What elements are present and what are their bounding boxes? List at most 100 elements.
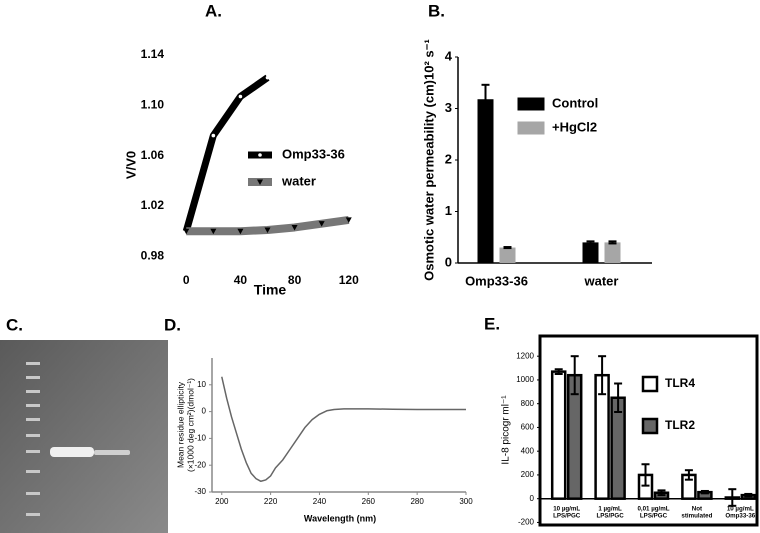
data-line — [182, 74, 270, 233]
x-tick-label: Omp33-36 — [725, 513, 755, 520]
error-bar — [684, 469, 693, 481]
x-tick-label: LPS/PGC — [597, 513, 625, 520]
y-tick-label: 0 — [202, 407, 207, 416]
x-tick-label: LPS/PGC — [553, 513, 581, 520]
y-tick-label: -30 — [194, 487, 206, 496]
y-tick-label: 0 — [530, 494, 535, 503]
x-axis-label: Time — [254, 282, 287, 298]
plot-frame — [538, 334, 759, 527]
marker — [238, 94, 243, 99]
panel-label: B. — [428, 1, 445, 20]
x-tick-label: Not — [692, 506, 702, 513]
y-axis-label: Mean residue ellipticity — [175, 381, 185, 468]
legend-label: +HgCl2 — [552, 119, 597, 134]
protein-band — [94, 450, 130, 455]
error-bar — [728, 488, 737, 507]
marker — [345, 217, 352, 223]
error-bar — [598, 355, 607, 396]
y-tick-label: 0.98 — [141, 249, 165, 263]
ladder — [26, 362, 40, 516]
marker — [211, 133, 216, 138]
legend-label: Control — [552, 95, 598, 110]
marker — [210, 228, 217, 235]
x-tick-label: 10 µg/mL — [727, 506, 754, 513]
panel-label: A. — [205, 1, 222, 20]
marker — [264, 227, 271, 233]
x-tick-label: 0,01 µg/mL — [637, 506, 669, 513]
bar — [582, 242, 599, 263]
legend-marker — [258, 153, 262, 157]
y-tick-label: 1 — [445, 203, 452, 218]
x-tick-label: 280 — [410, 497, 424, 506]
y-tick-label: -20 — [194, 460, 206, 469]
marker — [183, 228, 190, 235]
error-bar — [570, 355, 579, 396]
legend-label: Omp33-36 — [282, 146, 345, 161]
bar — [499, 247, 516, 263]
legend-swatch — [517, 121, 545, 135]
error-bar — [700, 489, 709, 495]
error-bar — [657, 489, 666, 497]
y-tick-label: 800 — [521, 399, 535, 408]
x-tick-label: 300 — [459, 497, 473, 506]
y-tick-label: -10 — [194, 434, 206, 443]
panel-label: D. — [164, 315, 181, 334]
marker — [318, 221, 325, 227]
y-axis-label: Osmotic water permeability (cm)10² s⁻¹ — [421, 39, 436, 281]
marker — [265, 75, 270, 80]
x-tick-label: 260 — [362, 497, 376, 506]
y-tick-label: 200 — [521, 470, 535, 479]
legend-swatch — [517, 97, 545, 111]
x-tick-label: 0 — [183, 273, 190, 287]
error-bar — [481, 83, 490, 115]
x-axis-label: Wavelength (nm) — [304, 513, 376, 523]
marker — [291, 224, 298, 231]
x-tick-label: 10 µg/mL — [553, 506, 580, 513]
y-tick-label: 1200 — [516, 351, 534, 360]
panel-label: E. — [484, 314, 500, 333]
x-tick-label: 80 — [288, 273, 302, 287]
y-axis-label: (×1000 deg cm²)(dmol⁻¹) — [185, 378, 195, 472]
legend-marker — [257, 179, 263, 185]
error-bar — [554, 368, 563, 375]
legend-label: TLR4 — [665, 376, 695, 390]
legend-swatch — [641, 417, 659, 435]
x-tick-label: 200 — [215, 497, 229, 506]
error-bar — [744, 492, 753, 498]
marker — [237, 228, 244, 235]
legend-label: TLR2 — [665, 418, 695, 432]
gel-panel: C. — [0, 315, 168, 533]
y-tick-label: 2 — [445, 151, 452, 166]
y-tick-label: 600 — [521, 423, 535, 432]
x-tick-label: 220 — [264, 497, 278, 506]
error-bar — [641, 463, 650, 487]
panel-label: C. — [6, 315, 23, 334]
protein-band — [50, 447, 94, 457]
x-tick-label: Omp33-36 — [465, 273, 528, 288]
y-tick-label: 1.14 — [141, 47, 165, 61]
bar — [604, 242, 621, 263]
y-tick-label: 0 — [445, 254, 452, 269]
error-bar — [608, 240, 617, 245]
bar — [477, 99, 494, 263]
x-tick-label: water — [584, 273, 619, 288]
y-tick-label: 1.06 — [141, 148, 165, 162]
y-axis-label: V/V0 — [123, 151, 138, 179]
y-axis-label: IL-8 picogr ml⁻¹ — [501, 395, 512, 465]
legend-label: water — [281, 173, 316, 188]
gel-image — [0, 340, 168, 533]
bar — [550, 370, 567, 500]
y-tick-label: 1.10 — [141, 98, 165, 112]
legend-swatch — [641, 375, 659, 393]
x-tick-label: stimulated — [681, 513, 712, 520]
x-tick-label: 1 µg/mL — [598, 506, 622, 513]
y-tick-label: 10 — [197, 380, 206, 389]
x-tick-label: LPS/PGC — [640, 513, 668, 520]
data-line — [221, 376, 466, 483]
x-tick-label: 120 — [339, 273, 359, 287]
error-bar — [503, 246, 512, 250]
y-tick-label: 400 — [521, 446, 535, 455]
y-tick-label: 1000 — [516, 375, 534, 384]
x-tick-label: 240 — [313, 497, 327, 506]
